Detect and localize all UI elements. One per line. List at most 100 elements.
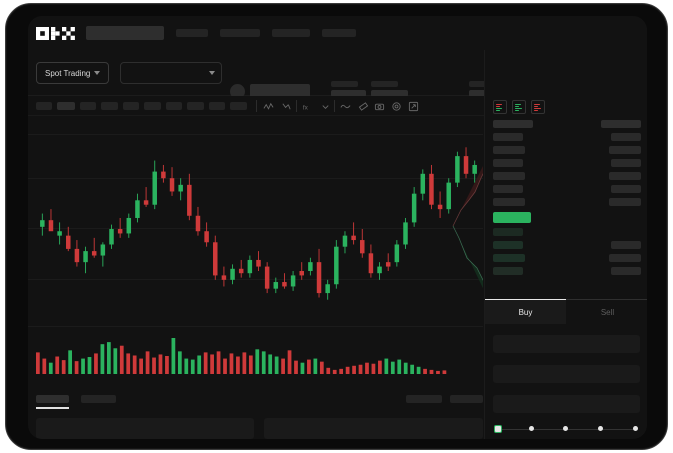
nav-item-4[interactable]	[322, 29, 356, 37]
orderbook-both-icon[interactable]	[493, 100, 507, 114]
orderbook-ask-amount	[609, 146, 641, 154]
orderbook-current-price	[493, 212, 531, 223]
price-chart-pane[interactable]	[28, 116, 483, 386]
slider-stop-25[interactable]	[529, 426, 534, 431]
ticker-stat-2-label	[371, 81, 398, 87]
orderbook-ask-row[interactable]	[493, 133, 523, 141]
ticker-stat-1-label	[331, 81, 358, 87]
ticker-stat-1-value	[331, 90, 366, 97]
orderbook-bids-icon[interactable]	[512, 100, 526, 114]
chart-gridline	[28, 178, 483, 179]
tab-buy-label: Buy	[518, 307, 533, 317]
depth-chart-overlay	[452, 166, 483, 289]
app-screen: Spot Trading	[28, 16, 647, 439]
timeframe-button-7[interactable]	[166, 102, 182, 110]
candlestick-series	[40, 147, 477, 300]
orderbook-header-amount	[601, 120, 641, 128]
timeframe-button-6[interactable]	[144, 102, 161, 110]
chart-gridline	[28, 228, 483, 229]
camera-icon[interactable]	[374, 101, 385, 112]
coin-avatar	[230, 84, 245, 99]
ticker-stat-3-label	[469, 81, 495, 87]
toolbar-divider-3	[334, 100, 335, 112]
nav-item-2[interactable]	[220, 29, 260, 37]
bottom-panels	[28, 414, 483, 439]
bottom-tab-active-underline	[36, 407, 69, 409]
timeframe-button-5[interactable]	[123, 102, 139, 110]
orderbook-ask-amount	[611, 133, 641, 141]
okx-logo[interactable]	[36, 27, 80, 40]
trading-pair-select[interactable]	[120, 62, 222, 84]
line-chart-icon[interactable]	[263, 101, 274, 112]
bottom-panel-2[interactable]	[264, 418, 483, 439]
fullscreen-icon[interactable]	[408, 101, 419, 112]
bottom-panel-1[interactable]	[36, 418, 254, 439]
candlestick-icon[interactable]	[281, 101, 292, 112]
ruler-icon[interactable]	[358, 101, 369, 112]
timeframe-button-8[interactable]	[187, 102, 204, 110]
orderbook-bid-row[interactable]	[493, 254, 525, 262]
device-frame: Spot Trading	[5, 3, 668, 450]
amount-field[interactable]	[493, 395, 640, 413]
timeframe-button-9[interactable]	[209, 102, 225, 110]
price-field[interactable]	[493, 365, 640, 383]
orderbook-asks-icon[interactable]	[531, 100, 545, 114]
orderbook-ask-amount	[609, 198, 641, 206]
bottom-tab-2[interactable]	[81, 395, 116, 403]
tab-sell-label: Sell	[600, 307, 615, 317]
orderbook-bid-amount	[609, 254, 641, 262]
orderbook-ask-row[interactable]	[493, 198, 525, 206]
settings-gear-icon[interactable]	[391, 101, 402, 112]
order-type-field[interactable]	[493, 335, 640, 353]
slider-stop-75[interactable]	[598, 426, 603, 431]
timeframe-button-4[interactable]	[101, 102, 118, 110]
orderbook-ask-amount	[611, 185, 641, 193]
chevron-down-icon	[209, 71, 215, 75]
ticker-stat-2-value	[371, 90, 408, 97]
nav-item-3[interactable]	[272, 29, 310, 37]
chart-gridline	[28, 279, 483, 280]
timeframe-button-2-active[interactable]	[57, 102, 75, 110]
orderbook-ask-amount	[609, 172, 641, 180]
slider-stop-100[interactable]	[633, 426, 638, 431]
slider-stop-50[interactable]	[563, 426, 568, 431]
bottom-action-1[interactable]	[406, 395, 442, 403]
orderbook-ask-amount	[611, 159, 641, 167]
timeframe-button-3[interactable]	[80, 102, 96, 110]
orderbook[interactable]	[485, 120, 647, 300]
toolbar-divider-2	[296, 100, 297, 112]
orderbook-ask-row[interactable]	[493, 159, 523, 167]
indicators-icon[interactable]: fx	[302, 101, 313, 112]
bottom-tab-bar	[28, 390, 483, 412]
chevron-down-icon[interactable]	[320, 101, 331, 112]
orderbook-header-price	[493, 120, 533, 128]
svg-text:fx: fx	[303, 104, 309, 111]
trade-tab-active-underline	[485, 299, 566, 301]
orderbook-bid-row[interactable]	[493, 267, 523, 275]
slider-handle[interactable]	[494, 425, 502, 433]
orderbook-mode-switcher	[493, 100, 545, 114]
orderbook-ask-row[interactable]	[493, 185, 523, 193]
spot-trading-dropdown[interactable]: Spot Trading	[36, 62, 110, 84]
orderbook-ask-row[interactable]	[493, 146, 525, 154]
tab-sell[interactable]: Sell	[567, 300, 647, 324]
percent-slider[interactable]	[493, 424, 640, 434]
pair-name-placeholder	[250, 84, 310, 98]
bottom-tab-1-active[interactable]	[36, 395, 69, 403]
wave-icon[interactable]	[340, 101, 351, 112]
orderbook-bid-amount	[611, 241, 641, 249]
chart-gridline	[28, 326, 483, 327]
bottom-action-2[interactable]	[450, 395, 483, 403]
orderbook-bid-row[interactable]	[493, 241, 523, 249]
spot-trading-label: Spot Trading	[45, 68, 91, 78]
chevron-down-icon	[94, 71, 101, 75]
nav-search-box[interactable]	[86, 26, 164, 40]
orderbook-ask-row[interactable]	[493, 172, 525, 180]
chart-gridline	[28, 134, 483, 135]
trade-side-tabs: Buy Sell	[485, 299, 647, 324]
nav-item-1[interactable]	[176, 29, 208, 37]
timeframe-button-1[interactable]	[36, 102, 52, 110]
tab-buy[interactable]: Buy	[485, 300, 566, 324]
orderbook-bid-row[interactable]	[493, 228, 523, 236]
timeframe-button-10[interactable]	[230, 102, 247, 110]
